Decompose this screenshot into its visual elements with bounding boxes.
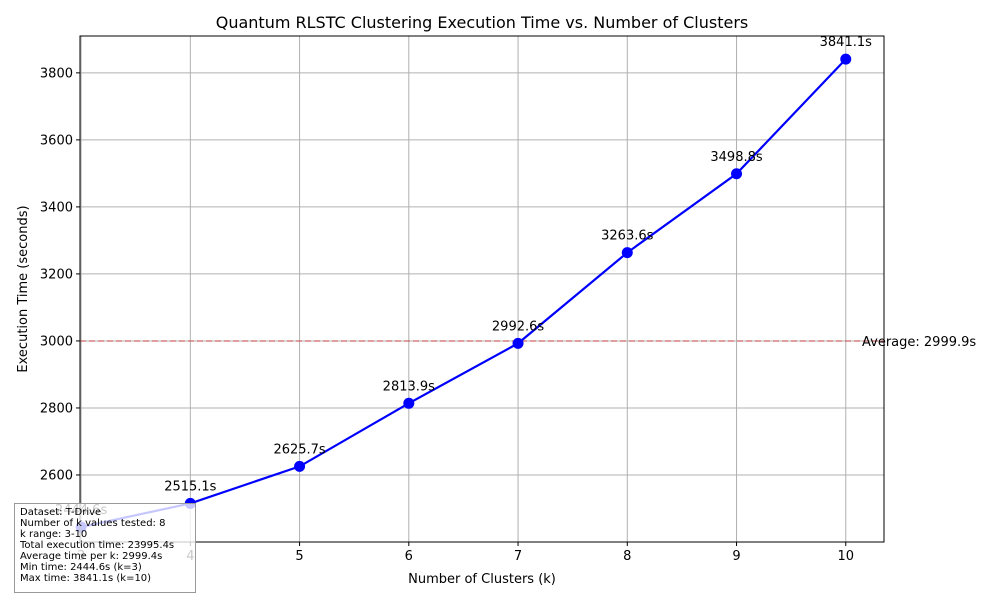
y-tick-label: 3400 [40, 200, 73, 215]
data-label: 2515.1s [164, 479, 216, 494]
grid [80, 36, 884, 543]
x-tick-label: 6 [405, 549, 413, 564]
summary-info-box: Dataset: T-Drive Number of k values test… [14, 503, 196, 593]
x-axis-label: Number of Clusters (k) [408, 572, 556, 587]
data-point [294, 460, 306, 472]
y-tick-label: 2600 [40, 468, 73, 483]
data-label: 3841.1s [820, 35, 872, 50]
average-label: Average: 2999.9s [862, 335, 976, 350]
info-line: k range: 3-10 [20, 529, 88, 540]
y-tick-label: 3800 [40, 66, 73, 81]
data-point [731, 168, 743, 180]
x-tick-label: 10 [837, 549, 854, 564]
data-label: 2992.6s [492, 319, 544, 334]
data-point [403, 397, 415, 409]
data-point [512, 337, 524, 349]
x-tick-label: 8 [623, 549, 631, 564]
plot-frame [79, 35, 885, 543]
y-tick-label: 3200 [40, 267, 73, 282]
data-label: 2625.7s [273, 442, 325, 457]
chart-title: Quantum RLSTC Clustering Execution Time … [216, 13, 748, 32]
data-label: 3263.6s [601, 229, 653, 244]
y-tick-label: 3000 [40, 334, 73, 349]
info-line: Min time: 2444.6s (k=3) [20, 562, 142, 573]
y-tick-label: 2800 [40, 401, 73, 416]
y-axis-ticks: 2600 2800 3000 3200 3400 3600 3800 [40, 66, 80, 483]
info-line: Dataset: T-Drive [20, 507, 102, 518]
y-axis-label: Execution Time (seconds) [16, 205, 31, 372]
info-line: Total execution time: 23995.4s [20, 540, 175, 551]
y-tick-label: 3600 [40, 133, 73, 148]
info-line: Max time: 3841.1s (k=10) [20, 573, 152, 584]
data-point [621, 247, 633, 259]
data-points [75, 53, 852, 533]
data-label: 3498.8s [710, 150, 762, 165]
data-label: 2813.9s [383, 379, 435, 394]
info-line: Average time per k: 2999.4s [20, 551, 163, 562]
x-tick-label: 9 [732, 549, 740, 564]
x-tick-label: 5 [295, 549, 303, 564]
data-point [840, 53, 852, 65]
series-line [80, 58, 847, 529]
info-line: Number of k values tested: 8 [20, 518, 166, 529]
x-tick-label: 7 [514, 549, 522, 564]
data-labels: 2444.6s2515.1s2625.7s2813.9s2992.6s3263.… [55, 35, 872, 518]
